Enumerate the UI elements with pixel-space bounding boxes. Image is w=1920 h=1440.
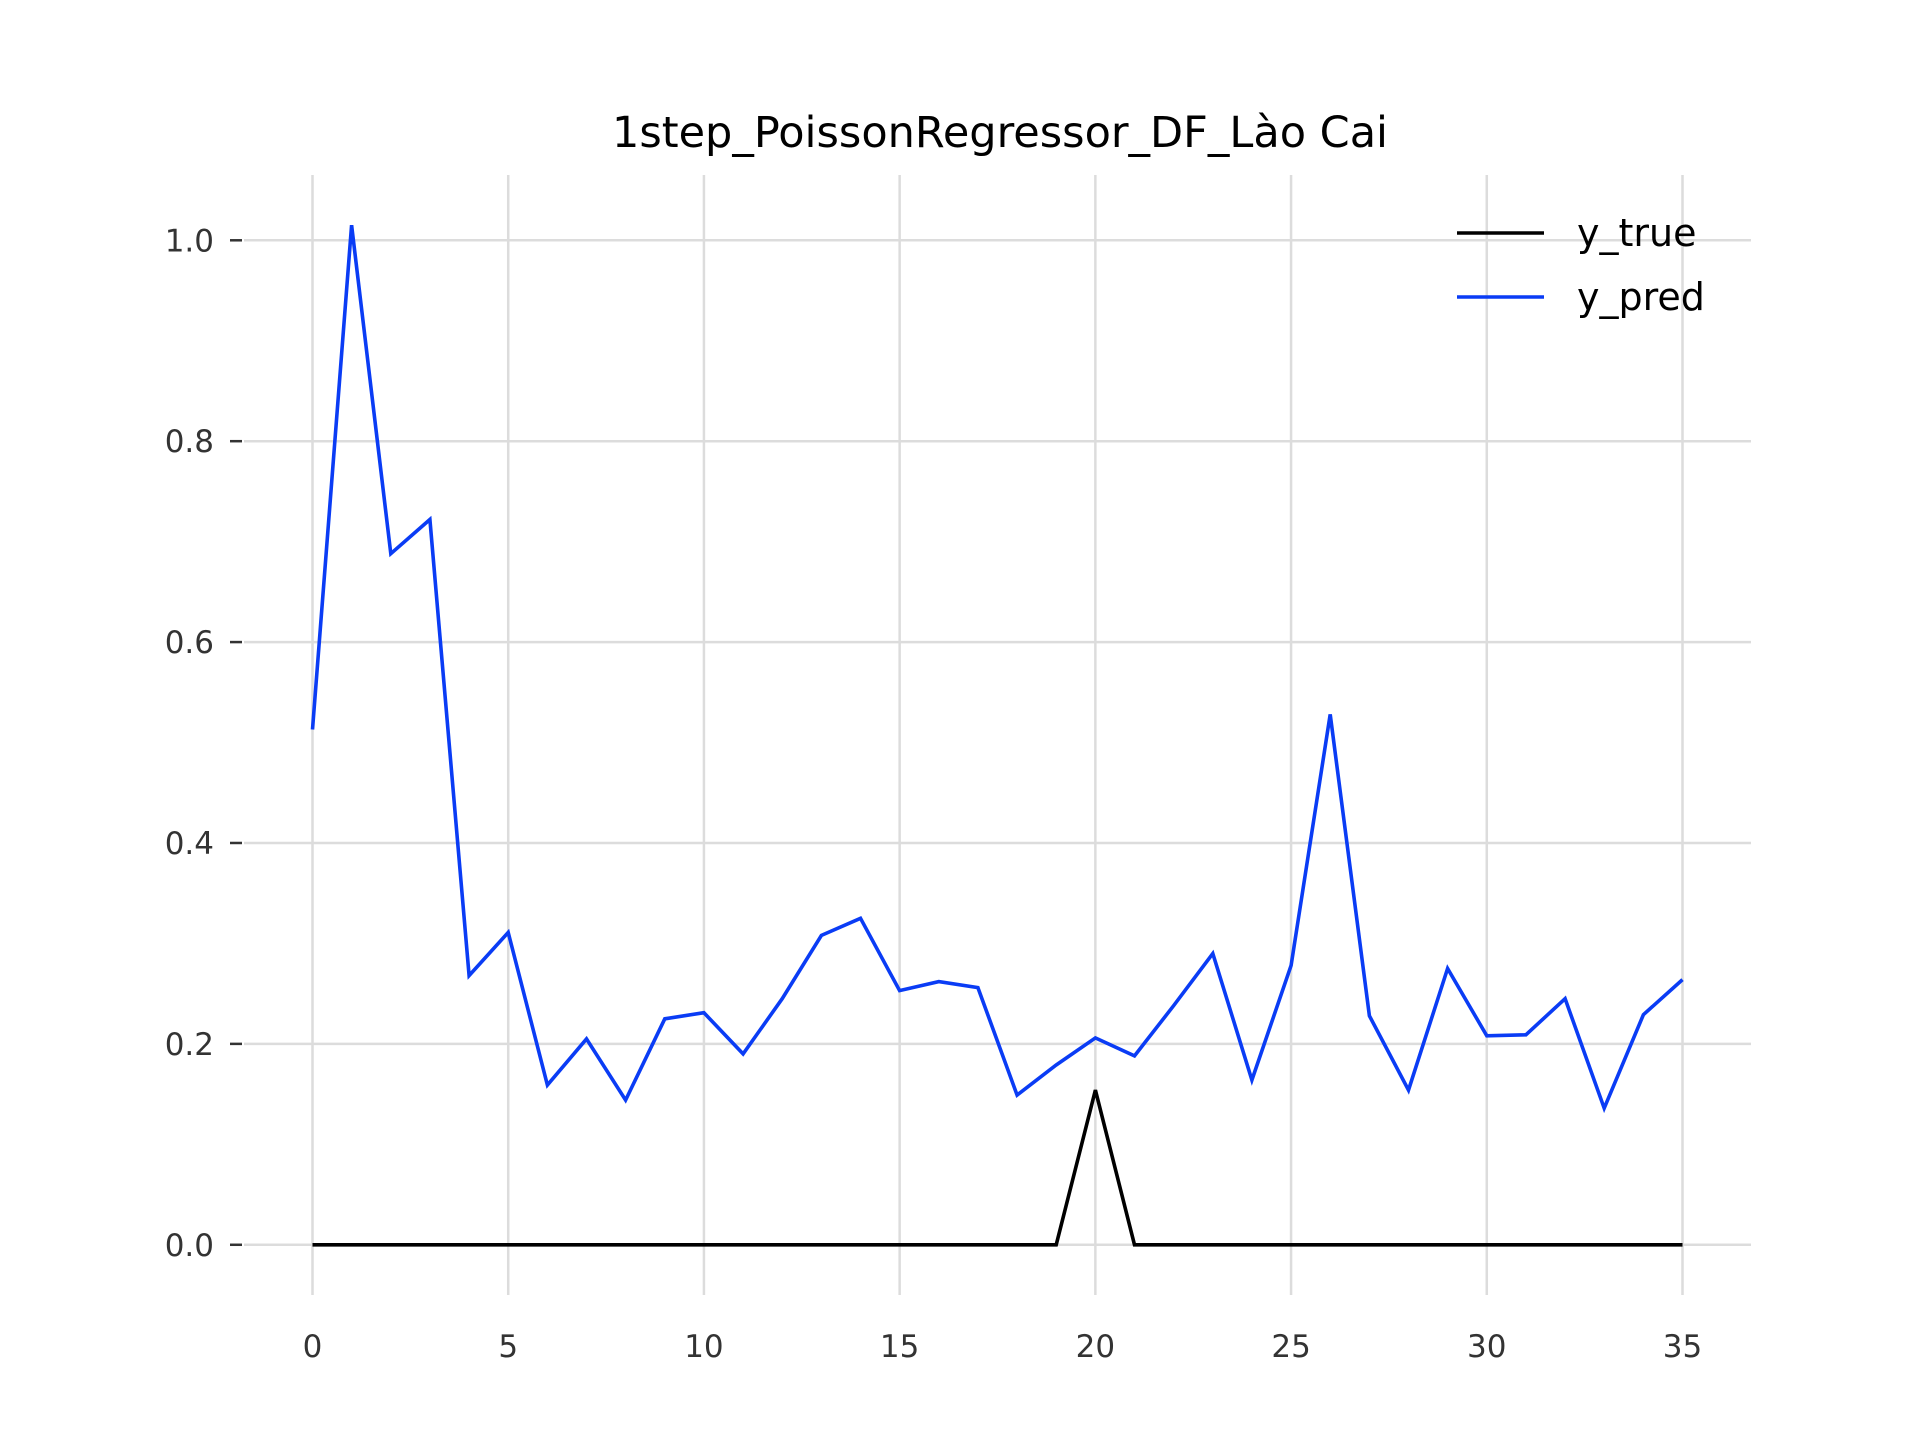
y-tick-label: 0.4 (165, 826, 214, 862)
series-line-y-pred (310, 224, 1684, 1114)
chart-title: 1step_PoissonRegressor_DF_Lào Cai (612, 108, 1388, 158)
x-tick-label: 25 (1271, 1329, 1310, 1365)
x-tick-label: 20 (1076, 1329, 1115, 1365)
y-tick-label: 0.0 (165, 1228, 214, 1264)
grid (244, 175, 1751, 1295)
legend-label-y-true: y_true (1577, 211, 1696, 255)
x-tick-label: 30 (1467, 1329, 1506, 1365)
x-tick-label: 10 (684, 1329, 723, 1365)
y-tick-label: 0.6 (165, 625, 214, 661)
series-line-y-true (312, 1089, 1683, 1247)
plot-area (310, 224, 1684, 1247)
axes: 0 5 10 15 20 25 30 35 0.0 0.2 0.4 0.6 0.8 1.0 (165, 223, 1703, 1365)
x-tick-label: 15 (880, 1329, 919, 1365)
y-tick-label: 0.2 (165, 1027, 214, 1063)
x-tick-label: 0 (303, 1329, 323, 1365)
y-tick-label: 1.0 (165, 223, 214, 259)
legend: y_true y_pred (1457, 211, 1705, 319)
x-tick-label: 35 (1663, 1329, 1702, 1365)
x-tick-label: 5 (498, 1329, 518, 1365)
y-tick-label: 0.8 (165, 424, 214, 460)
legend-label-y-pred: y_pred (1577, 275, 1705, 319)
